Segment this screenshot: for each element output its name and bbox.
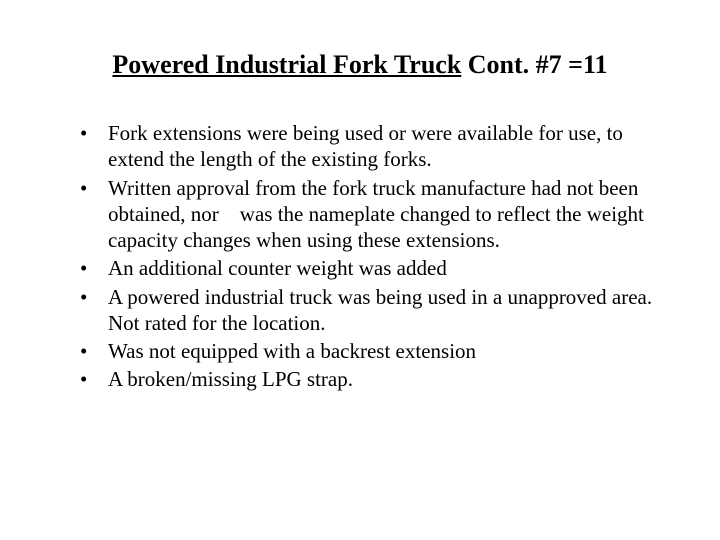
list-item: A broken/missing LPG strap.: [80, 366, 660, 392]
slide-title-underlined: Powered Industrial Fork Truck: [112, 50, 461, 79]
list-item: Was not equipped with a backrest extensi…: [80, 338, 660, 364]
slide-title-rest: Cont. #7 =11: [461, 50, 607, 79]
list-item: Fork extensions were being used or were …: [80, 120, 660, 173]
list-item: An additional counter weight was added: [80, 255, 660, 281]
bullet-list: Fork extensions were being used or were …: [60, 120, 660, 393]
list-item: Written approval from the fork truck man…: [80, 175, 660, 254]
list-item: A powered industrial truck was being use…: [80, 284, 660, 337]
slide-title: Powered Industrial Fork Truck Cont. #7 =…: [60, 50, 660, 80]
